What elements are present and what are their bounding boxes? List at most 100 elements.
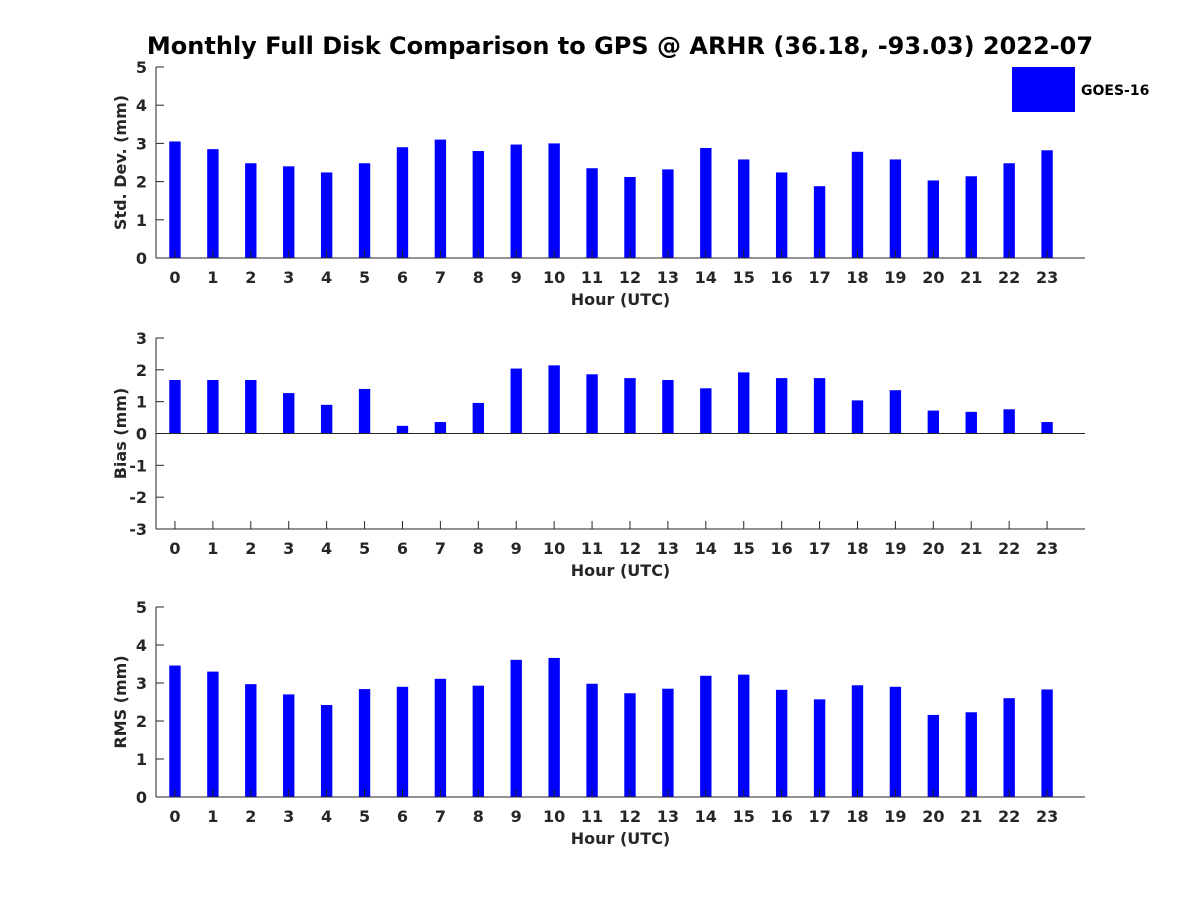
x-tick-label: 11	[581, 268, 603, 287]
bar	[320, 172, 333, 258]
x-tick-label: 20	[922, 807, 944, 826]
x-tick-label: 13	[657, 807, 679, 826]
x-tick-label: 7	[435, 539, 446, 558]
x-tick-label: 7	[435, 807, 446, 826]
bar	[700, 675, 712, 797]
bar	[396, 147, 409, 258]
bar	[624, 693, 636, 797]
x-axis-label: Hour (UTC)	[571, 829, 671, 848]
x-tick-label: 21	[960, 807, 982, 826]
x-tick-label: 4	[321, 268, 332, 287]
bar	[283, 694, 295, 797]
x-tick-label: 14	[695, 807, 717, 826]
x-tick-label: 1	[207, 807, 218, 826]
bar	[548, 143, 560, 258]
legend: GOES-16	[1012, 67, 1149, 112]
x-tick-label: 19	[884, 807, 906, 826]
x-axis-label: Hour (UTC)	[571, 290, 671, 309]
x-tick-label: 5	[359, 807, 370, 826]
x-tick-label: 1	[207, 539, 218, 558]
x-tick-label: 16	[771, 539, 793, 558]
x-tick-label: 1	[207, 268, 218, 287]
bar	[1041, 689, 1053, 797]
bar	[358, 689, 371, 797]
x-tick-label: 23	[1036, 268, 1058, 287]
y-tick-label: 1	[136, 393, 147, 412]
bar	[358, 388, 371, 434]
bar	[927, 410, 940, 434]
bar	[1041, 150, 1053, 258]
x-tick-label: 7	[435, 268, 446, 287]
x-tick-label: 14	[695, 268, 717, 287]
y-tick-label: -1	[129, 456, 147, 475]
bar	[662, 688, 674, 797]
bar	[700, 147, 712, 258]
bar	[813, 186, 826, 258]
x-tick-label: 17	[808, 268, 830, 287]
x-tick-label: 13	[657, 539, 679, 558]
x-tick-label: 10	[543, 539, 565, 558]
bar	[510, 368, 522, 434]
x-tick-label: 19	[884, 539, 906, 558]
legend-label: GOES-16	[1081, 83, 1149, 99]
y-axis-label: RMS (mm)	[111, 655, 130, 748]
x-tick-label: 5	[359, 539, 370, 558]
x-axis-label: Hour (UTC)	[571, 561, 671, 580]
x-tick-label: 6	[397, 268, 408, 287]
bar	[548, 365, 560, 434]
bar	[169, 141, 181, 258]
x-tick-label: 12	[619, 807, 641, 826]
bar	[586, 168, 598, 258]
x-tick-label: 3	[283, 268, 294, 287]
x-tick-label: 11	[581, 539, 603, 558]
x-tick-label: 22	[998, 807, 1020, 826]
x-tick-label: 9	[511, 539, 522, 558]
x-tick-label: 8	[473, 807, 484, 826]
x-tick-label: 2	[245, 268, 256, 287]
x-tick-label: 5	[359, 268, 370, 287]
bar	[510, 659, 522, 797]
y-tick-label: 5	[136, 598, 147, 617]
x-tick-label: 16	[771, 807, 793, 826]
y-tick-label: 3	[136, 134, 147, 153]
bar	[662, 380, 674, 434]
x-tick-label: 0	[169, 807, 180, 826]
bar	[245, 684, 257, 797]
bar	[1003, 698, 1015, 797]
bar	[434, 678, 447, 797]
x-tick-label: 18	[846, 268, 868, 287]
x-tick-label: 10	[543, 268, 565, 287]
bar	[889, 686, 902, 797]
bar	[662, 169, 674, 258]
x-tick-label: 0	[169, 539, 180, 558]
x-tick-label: 12	[619, 268, 641, 287]
x-tick-label: 9	[511, 268, 522, 287]
x-tick-label: 21	[960, 539, 982, 558]
bar	[207, 380, 219, 434]
x-tick-label: 19	[884, 268, 906, 287]
y-tick-label: 3	[136, 329, 147, 348]
bar	[169, 380, 181, 434]
bar	[586, 683, 598, 797]
bar	[320, 404, 333, 434]
bar	[775, 172, 788, 258]
x-tick-label: 16	[771, 268, 793, 287]
y-tick-label: 2	[136, 712, 147, 731]
x-tick-label: 22	[998, 539, 1020, 558]
bar	[624, 378, 636, 434]
y-tick-label: 4	[136, 96, 147, 115]
x-tick-label: 8	[473, 268, 484, 287]
x-tick-label: 15	[733, 539, 755, 558]
x-tick-label: 4	[321, 807, 332, 826]
bar	[207, 149, 219, 258]
x-tick-label: 3	[283, 539, 294, 558]
x-tick-label: 3	[283, 807, 294, 826]
bar	[813, 378, 826, 434]
y-tick-label: 2	[136, 173, 147, 192]
bar	[434, 422, 447, 434]
x-tick-label: 23	[1036, 807, 1058, 826]
